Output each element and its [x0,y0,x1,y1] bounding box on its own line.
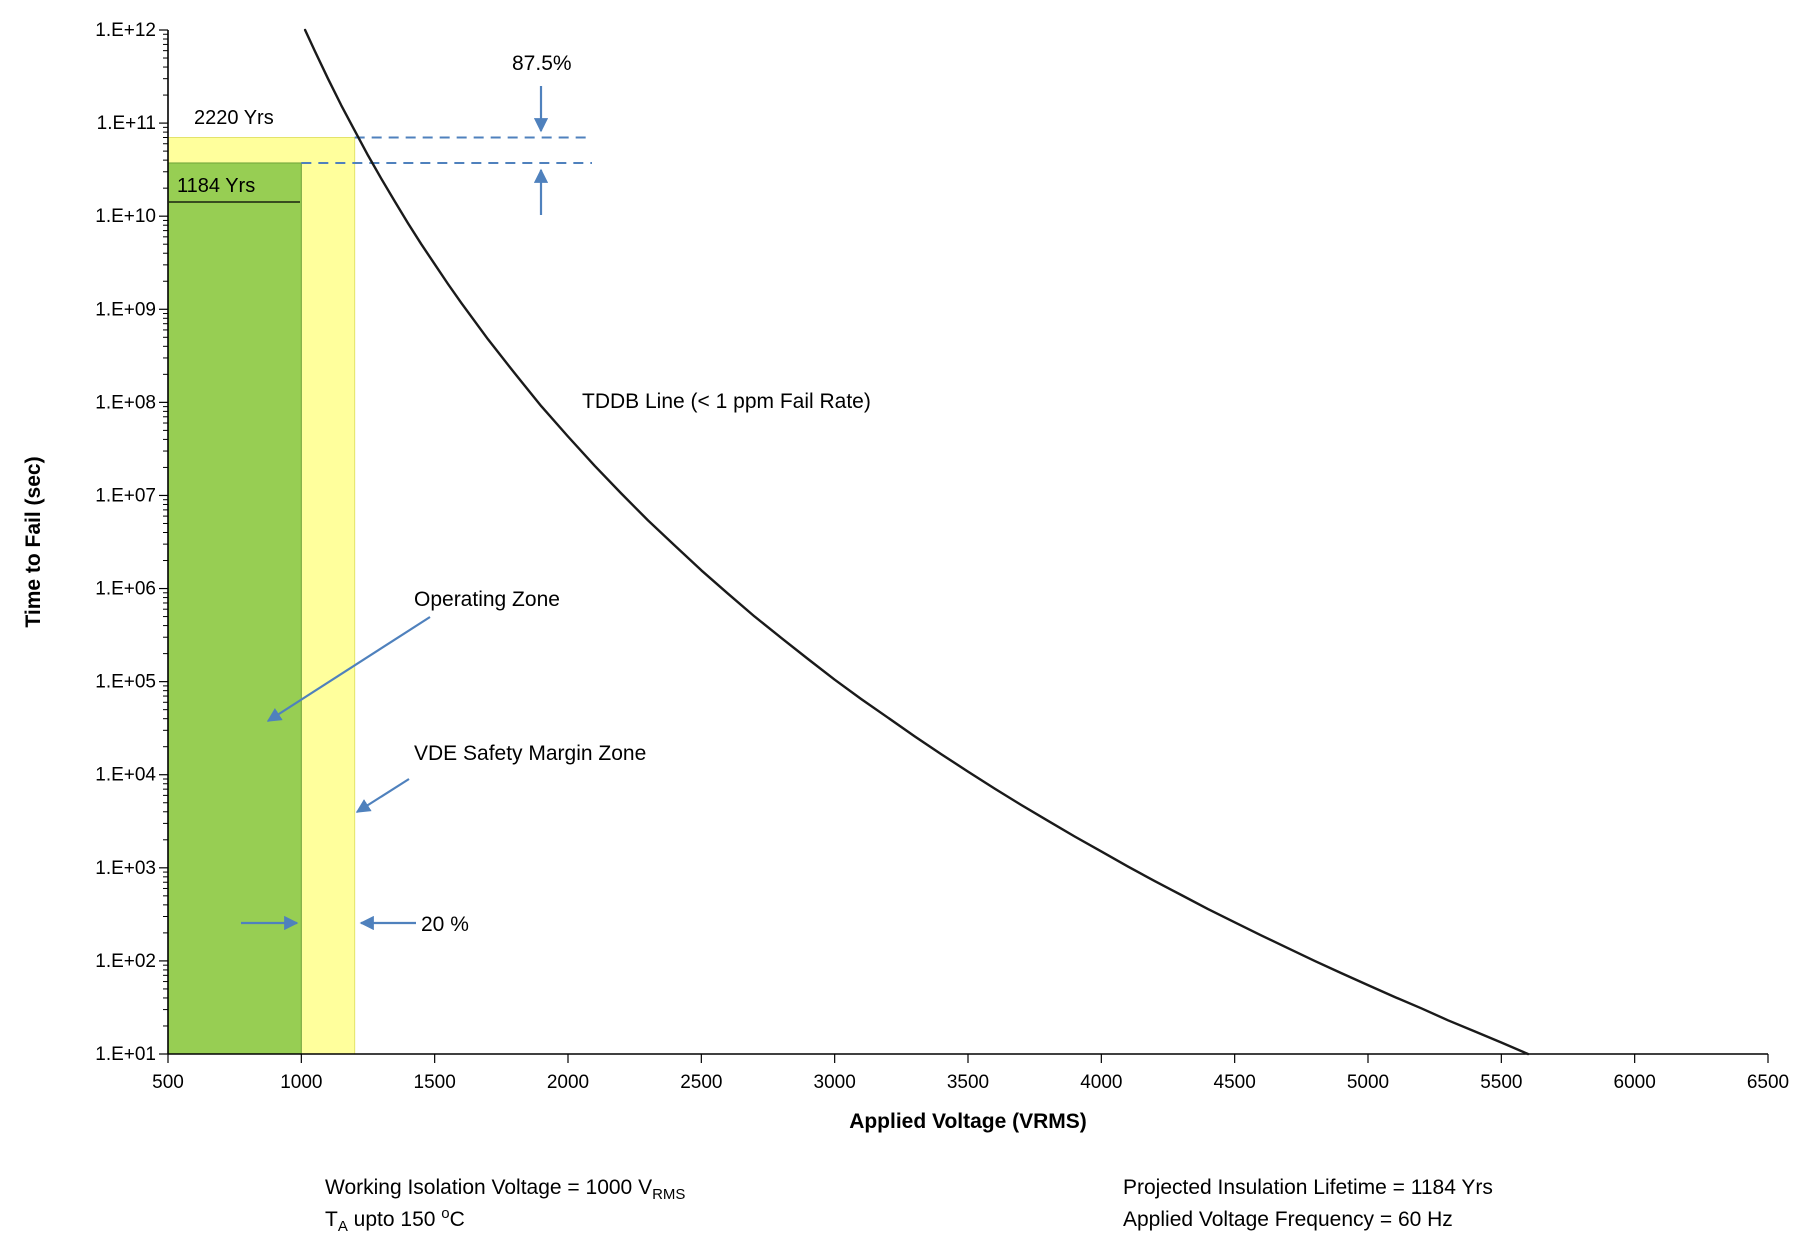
operating-zone [167,162,302,1055]
y-tick-label: 1.E+07 [95,485,156,506]
y-tick-label: 1.E+11 [97,113,156,134]
arrow-vde-zone [355,778,410,813]
x-tick-label: 500 [152,1072,184,1093]
x-tick-label: 3500 [947,1072,989,1093]
y-tick-label: 1.E+04 [95,765,156,786]
x-tick-label: 4500 [1214,1072,1256,1093]
zone-label-2220: 2220 Yrs [194,107,274,129]
x-tick-label: 4000 [1080,1072,1122,1093]
footer-left-line-2: TA upto 150 oC [325,1205,465,1235]
footer-right-line-1: Projected Insulation Lifetime = 1184 Yrs [1123,1176,1493,1199]
tddb-curve [303,28,1530,1056]
x-axis-title: Applied Voltage (VRMS) [849,1110,1087,1133]
zone-label-1184: 1184 Yrs [177,175,255,197]
margin-87-5-label: 87.5% [512,52,572,75]
x-tick-label: 2500 [680,1072,722,1093]
margin-20-pct-label: 20 % [421,913,469,936]
tddb-line-label: TDDB Line (< 1 ppm Fail Rate) [582,390,871,413]
y-tick-label: 1.E+01 [95,1044,156,1065]
operating-zone-label: Operating Zone [414,588,560,611]
reference-lines [301,136,592,164]
y-tick-label: 1.E+06 [95,579,156,600]
vde-zone-label: VDE Safety Margin Zone [414,742,646,765]
y-tick-label: 1.E+09 [95,299,156,320]
x-tick-label: 5500 [1480,1072,1522,1093]
x-tick-label: 6000 [1614,1072,1656,1093]
footer-left-line-1: Working Isolation Voltage = 1000 VRMS [325,1176,685,1203]
axes [159,29,1769,1063]
y-tick-label: 1.E+12 [95,20,156,41]
y-axis-title: Time to Fail (sec) [22,456,45,627]
arrow-operating-zone [266,616,431,722]
footer-right-line-2: Applied Voltage Frequency = 60 Hz [1123,1208,1453,1231]
x-tick-label: 2000 [547,1072,589,1093]
x-tick-label: 1000 [280,1072,322,1093]
y-tick-label: 1.E+02 [95,951,156,972]
x-tick-label: 5000 [1347,1072,1389,1093]
x-tick-label: 6500 [1747,1072,1789,1093]
y-tick-label: 1.E+10 [95,206,156,227]
y-tick-label: 1.E+08 [95,392,156,413]
zones [167,137,356,1055]
y-tick-label: 1.E+03 [95,858,156,879]
x-tick-label: 3000 [814,1072,856,1093]
y-tick-label: 1.E+05 [95,672,156,693]
x-tick-label: 1500 [414,1072,456,1093]
